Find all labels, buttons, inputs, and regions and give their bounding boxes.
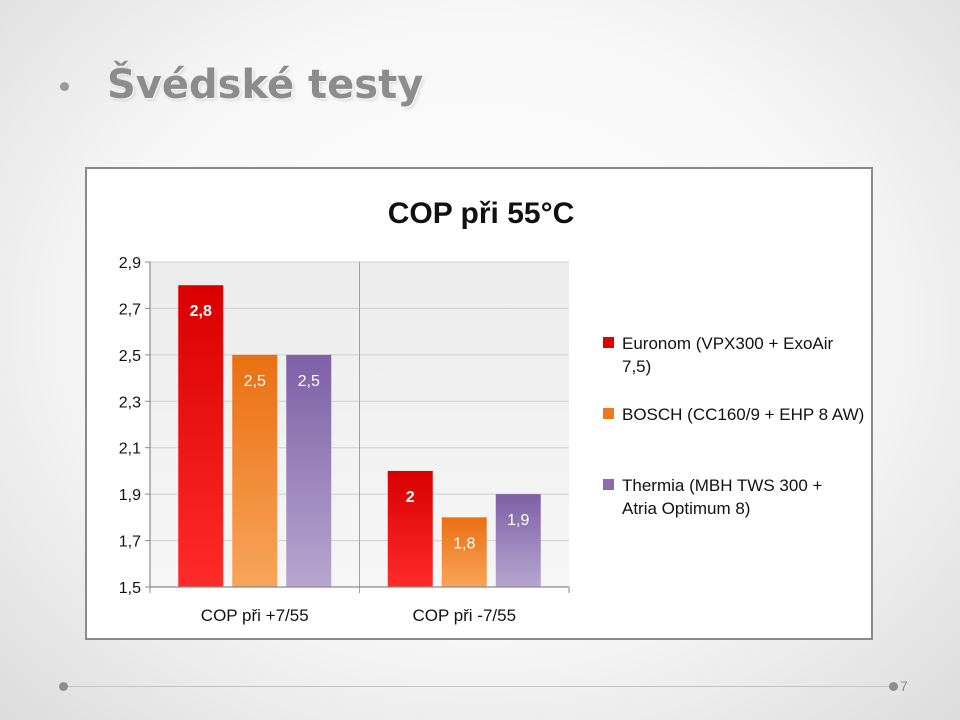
title-bullet bbox=[60, 82, 69, 91]
bar bbox=[495, 494, 541, 587]
legend: Euronom (VPX300 + ExoAir 7,5) BOSCH (CC160… bbox=[603, 334, 864, 518]
plot-area: 2,9 2,7 2,5 2,3 2,1 1,9 1,7 1,5 2,8 2,5 2,5 COP při… bbox=[119, 255, 570, 625]
legend-swatch bbox=[603, 408, 614, 419]
legend-label: Thermia (MBH TWS 300 + Atria Optimum 8) bbox=[622, 476, 823, 518]
chart-frame: COP při 55°C 2,9 2,7 2,5 2,3 2,1 1,9 1,7 1,5 2,8… bbox=[85, 167, 873, 640]
y-tick-label: 1,9 bbox=[119, 487, 141, 504]
data-label: 2,5 bbox=[244, 373, 266, 390]
y-tick-label: 2,1 bbox=[119, 441, 141, 458]
y-tick-label: 2,7 bbox=[119, 301, 141, 318]
legend-swatch bbox=[603, 337, 614, 348]
data-label: 1,9 bbox=[507, 512, 529, 529]
legend-swatch bbox=[603, 479, 614, 490]
x-category-label: COP při -7/55 bbox=[412, 606, 516, 625]
y-tick-label: 1,5 bbox=[119, 580, 141, 597]
bar bbox=[387, 470, 433, 587]
y-tick-label: 1,7 bbox=[119, 534, 141, 551]
chart-title: COP při 55°C bbox=[388, 197, 575, 230]
bar bbox=[286, 354, 332, 587]
data-label: 2 bbox=[406, 489, 415, 506]
legend-label: Euronom (VPX300 + ExoAir 7,5) bbox=[622, 334, 834, 376]
y-tick-label: 2,9 bbox=[119, 255, 141, 272]
bar bbox=[178, 285, 224, 587]
bar bbox=[441, 517, 487, 587]
footer-rule bbox=[63, 686, 893, 687]
data-label: 2,5 bbox=[298, 373, 320, 390]
y-tick-label: 2,5 bbox=[119, 348, 141, 365]
y-tick-label: 2,3 bbox=[119, 394, 141, 411]
legend-label: BOSCH (CC160/9 + EHP 8 AW) bbox=[622, 405, 864, 424]
data-label: 2,8 bbox=[190, 303, 212, 320]
bar bbox=[232, 354, 278, 587]
cop-bar-chart: COP při 55°C 2,9 2,7 2,5 2,3 2,1 1,9 1,7 1,5 2,8… bbox=[119, 197, 865, 625]
data-label: 1,8 bbox=[453, 535, 475, 552]
x-category-label: COP při +7/55 bbox=[201, 606, 309, 625]
footer-dot-left bbox=[59, 682, 68, 691]
page-number: 7 bbox=[900, 678, 908, 694]
slide-title: Švédské testy bbox=[107, 62, 424, 108]
footer-dot-right bbox=[889, 682, 898, 691]
